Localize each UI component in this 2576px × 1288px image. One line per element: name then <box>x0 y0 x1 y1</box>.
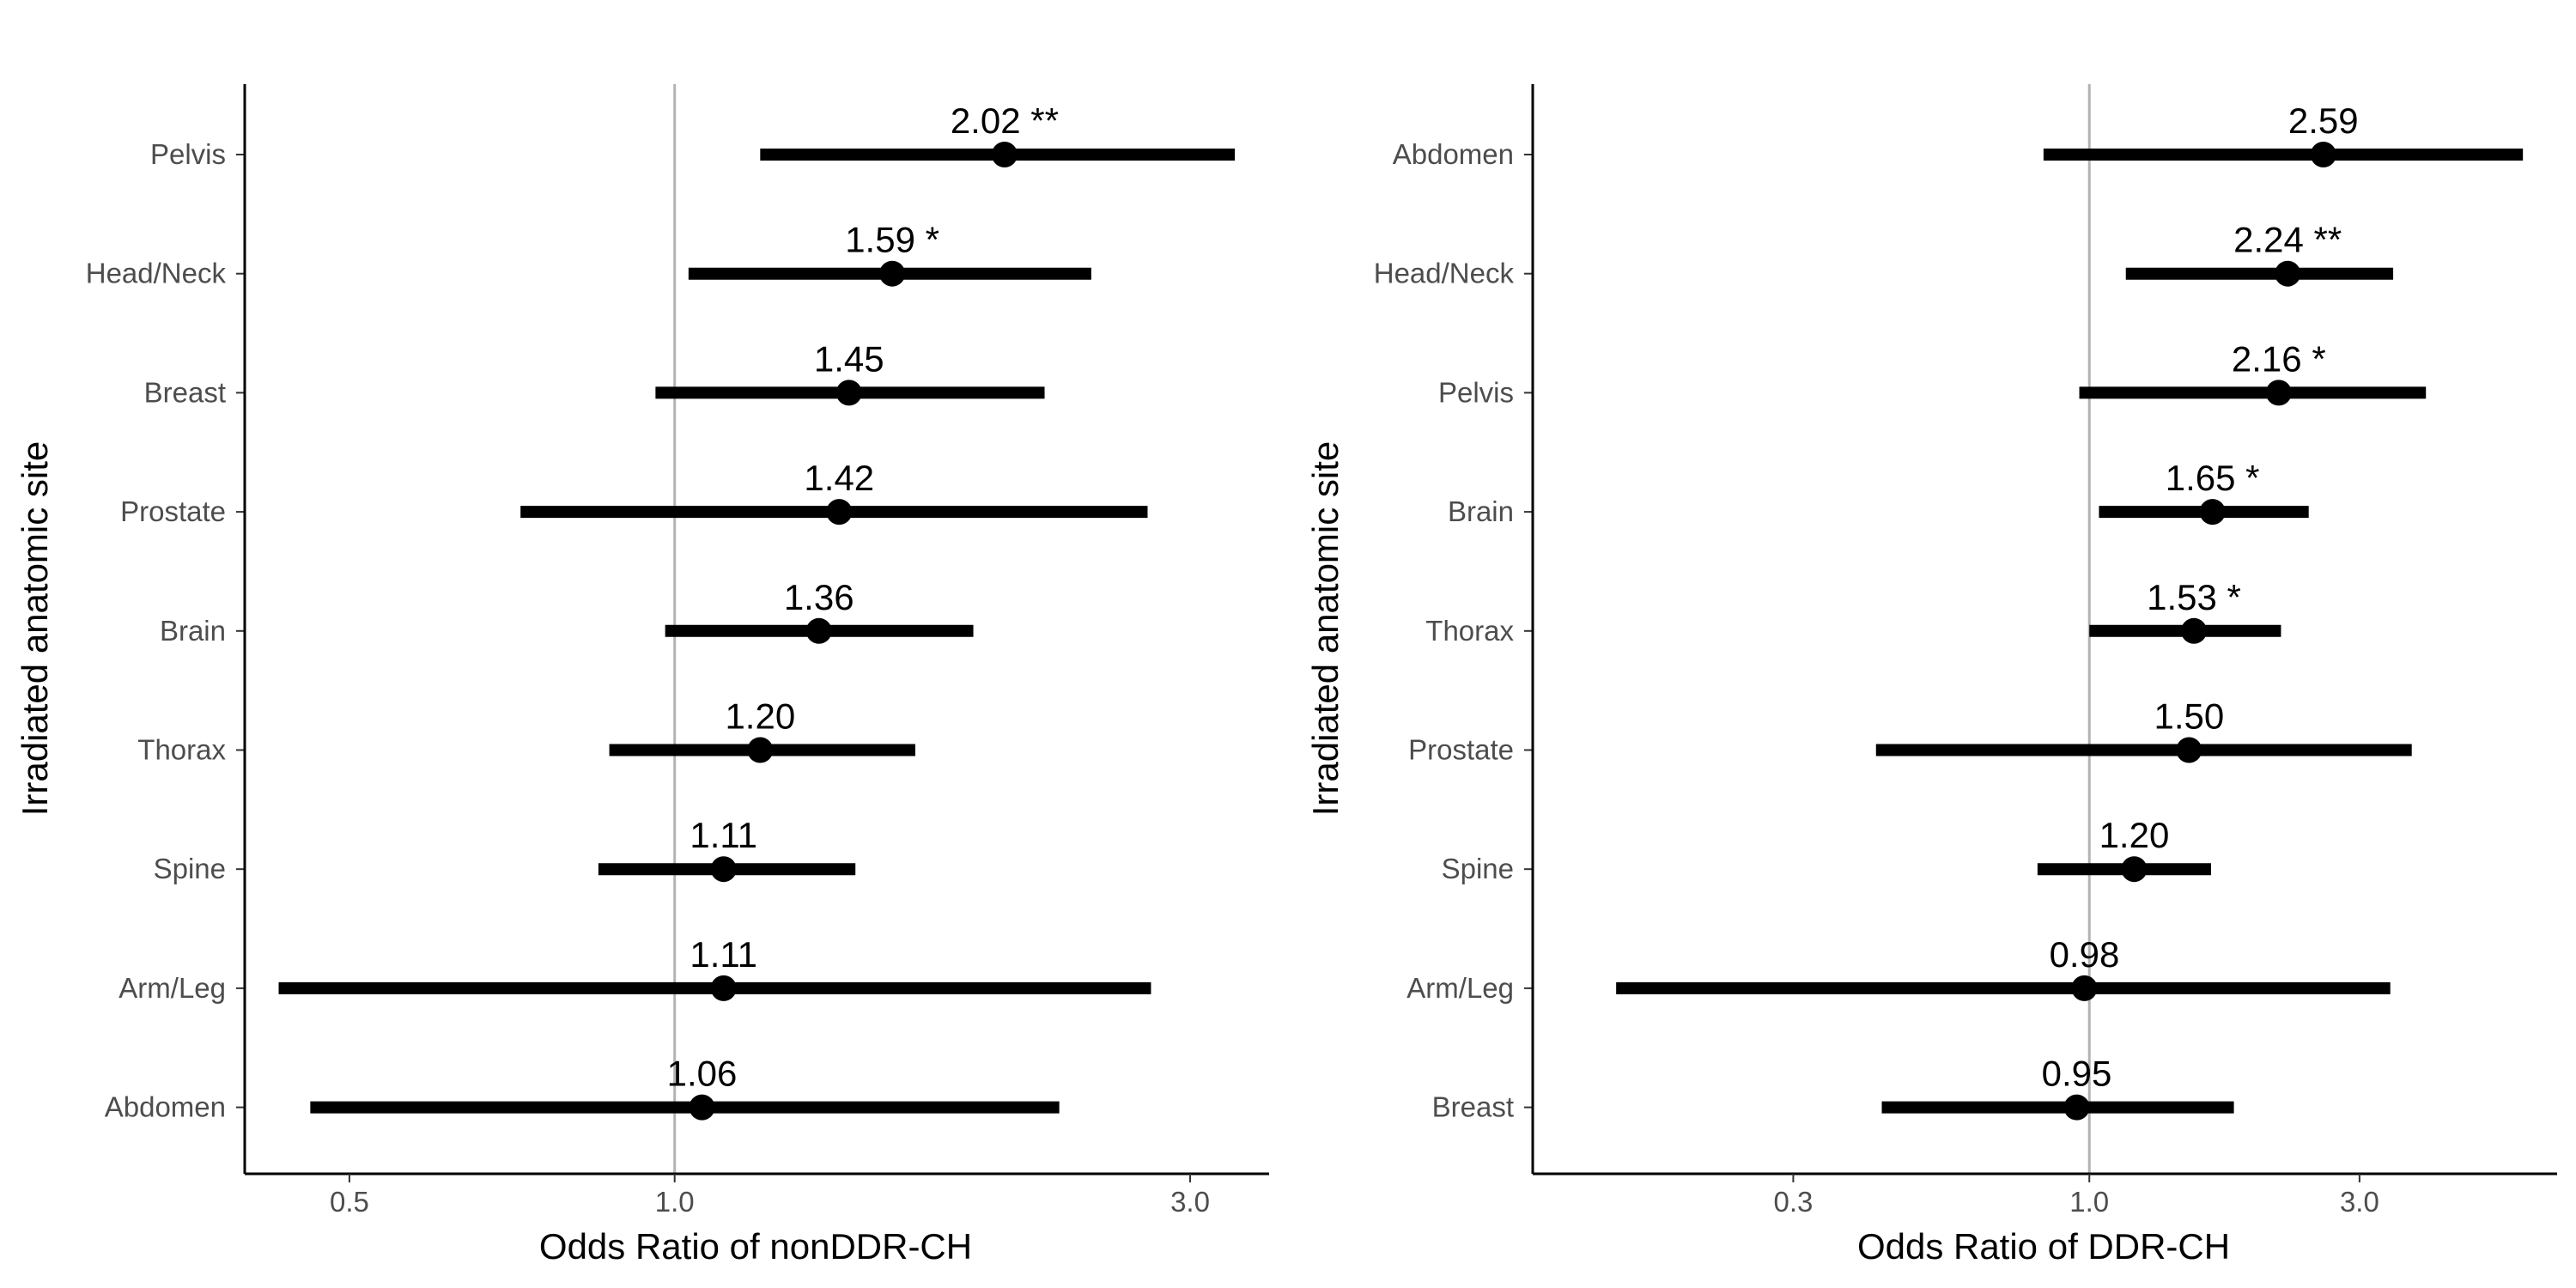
estimate-point-brain <box>2199 499 2226 526</box>
y-tick-label-brain: Brain <box>1448 495 1514 527</box>
y-tick-label-head-neck: Head/Neck <box>1374 258 1515 289</box>
value-label-pelvis: 2.02 ** <box>951 100 1059 141</box>
estimate-point-thorax <box>2181 617 2208 644</box>
value-label-prostate: 1.42 <box>804 458 874 498</box>
axes-layer: Pelvis Head/Neck Breast Prostate Brain Thorax… <box>86 84 1269 1218</box>
estimate-point-arm-leg <box>710 975 737 1001</box>
value-label-head-neck: 1.59 * <box>845 220 939 260</box>
estimate-point-pelvis <box>991 142 1018 167</box>
x-tick-label: 1.0 <box>2069 1186 2109 1218</box>
value-label-arm-leg: 1.11 <box>690 934 757 975</box>
panel-ddr-ch: 2.59 2.24 ** 2.16 * 1.65 * 1.53 * 1.50 1.20 0.9… <box>1305 84 2557 1267</box>
y-tick-label-head-neck: Head/Neck <box>86 258 227 289</box>
y-axis-title: Irradiated anatomic site <box>1305 441 1346 817</box>
estimate-point-head-neck <box>2275 260 2301 287</box>
x-tick-label: 3.0 <box>2340 1186 2379 1218</box>
axes-layer: Abdomen Head/Neck Pelvis Brain Thorax Prostat… <box>1374 84 2557 1218</box>
estimate-points-layer <box>2063 142 2336 1121</box>
x-tick-label: 3.0 <box>1170 1186 1210 1218</box>
value-label-brain: 1.36 <box>784 577 854 617</box>
estimate-point-thorax <box>747 737 774 763</box>
value-labels-layer: 2.02 ** 1.59 * 1.45 1.42 1.36 1.20 1.11 1.11 1.0… <box>667 100 1059 1094</box>
y-tick-label-pelvis: Pelvis <box>150 138 226 170</box>
estimate-point-spine <box>710 856 737 883</box>
y-tick-label-arm-leg: Arm/Leg <box>1406 972 1514 1004</box>
y-axis-title: Irradiated anatomic site <box>15 441 55 817</box>
value-label-breast: 0.95 <box>2042 1054 2112 1094</box>
y-tick-label-arm-leg: Arm/Leg <box>118 972 226 1004</box>
value-label-spine: 1.20 <box>2099 815 2170 855</box>
estimate-point-arm-leg <box>2071 975 2098 1001</box>
value-label-pelvis: 2.16 * <box>2232 338 2326 379</box>
y-tick-label-spine: Spine <box>154 853 226 884</box>
y-tick-label-spine: Spine <box>1442 853 1514 884</box>
value-label-prostate: 1.50 <box>2154 696 2224 737</box>
estimate-point-breast <box>835 380 862 406</box>
value-label-head-neck: 2.24 ** <box>2233 220 2342 260</box>
y-tick-label-breast: Breast <box>1432 1091 1514 1123</box>
y-tick-label-abdomen: Abdomen <box>1393 138 1514 170</box>
x-tick-label: 0.5 <box>330 1186 369 1218</box>
estimate-point-head-neck <box>879 260 906 287</box>
y-tick-label-breast: Breast <box>144 376 226 408</box>
estimate-point-abdomen <box>689 1094 715 1121</box>
y-tick-label-brain: Brain <box>160 615 226 647</box>
x-tick-label: 1.0 <box>655 1186 695 1218</box>
estimate-points-layer <box>689 142 1018 1121</box>
x-axis-title: Odds Ratio of nonDDR-CH <box>539 1226 972 1267</box>
y-tick-label-pelvis: Pelvis <box>1438 376 1514 408</box>
y-tick-label-prostate: Prostate <box>1408 734 1514 766</box>
value-label-arm-leg: 0.98 <box>2050 934 2120 975</box>
y-tick-label-thorax: Thorax <box>1425 615 1514 647</box>
estimate-point-prostate <box>826 499 853 526</box>
estimate-point-prostate <box>2176 737 2202 763</box>
value-label-abdomen: 1.06 <box>667 1054 738 1094</box>
value-label-breast: 1.45 <box>814 338 884 379</box>
estimate-point-brain <box>805 617 832 644</box>
estimate-point-pelvis <box>2265 380 2292 406</box>
x-tick-label: 0.3 <box>1773 1186 1813 1218</box>
y-tick-label-abdomen: Abdomen <box>105 1091 226 1123</box>
y-tick-label-prostate: Prostate <box>120 495 226 527</box>
value-label-thorax: 1.20 <box>725 696 795 737</box>
panel-nonddr-ch: 2.02 ** 1.59 * 1.45 1.42 1.36 1.20 1.11 1.11 1.0… <box>15 84 1269 1267</box>
x-axis-title: Odds Ratio of DDR-CH <box>1857 1226 2230 1267</box>
estimate-point-abdomen <box>2310 142 2336 167</box>
value-labels-layer: 2.59 2.24 ** 2.16 * 1.65 * 1.53 * 1.50 1.20 0.9… <box>2042 100 2359 1094</box>
value-label-spine: 1.11 <box>690 815 757 855</box>
y-tick-label-thorax: Thorax <box>137 734 226 766</box>
value-label-abdomen: 2.59 <box>2288 100 2359 141</box>
value-label-brain: 1.65 * <box>2166 458 2260 498</box>
estimate-point-breast <box>2063 1094 2090 1121</box>
value-label-thorax: 1.53 * <box>2147 577 2241 617</box>
estimate-point-spine <box>2121 856 2148 883</box>
